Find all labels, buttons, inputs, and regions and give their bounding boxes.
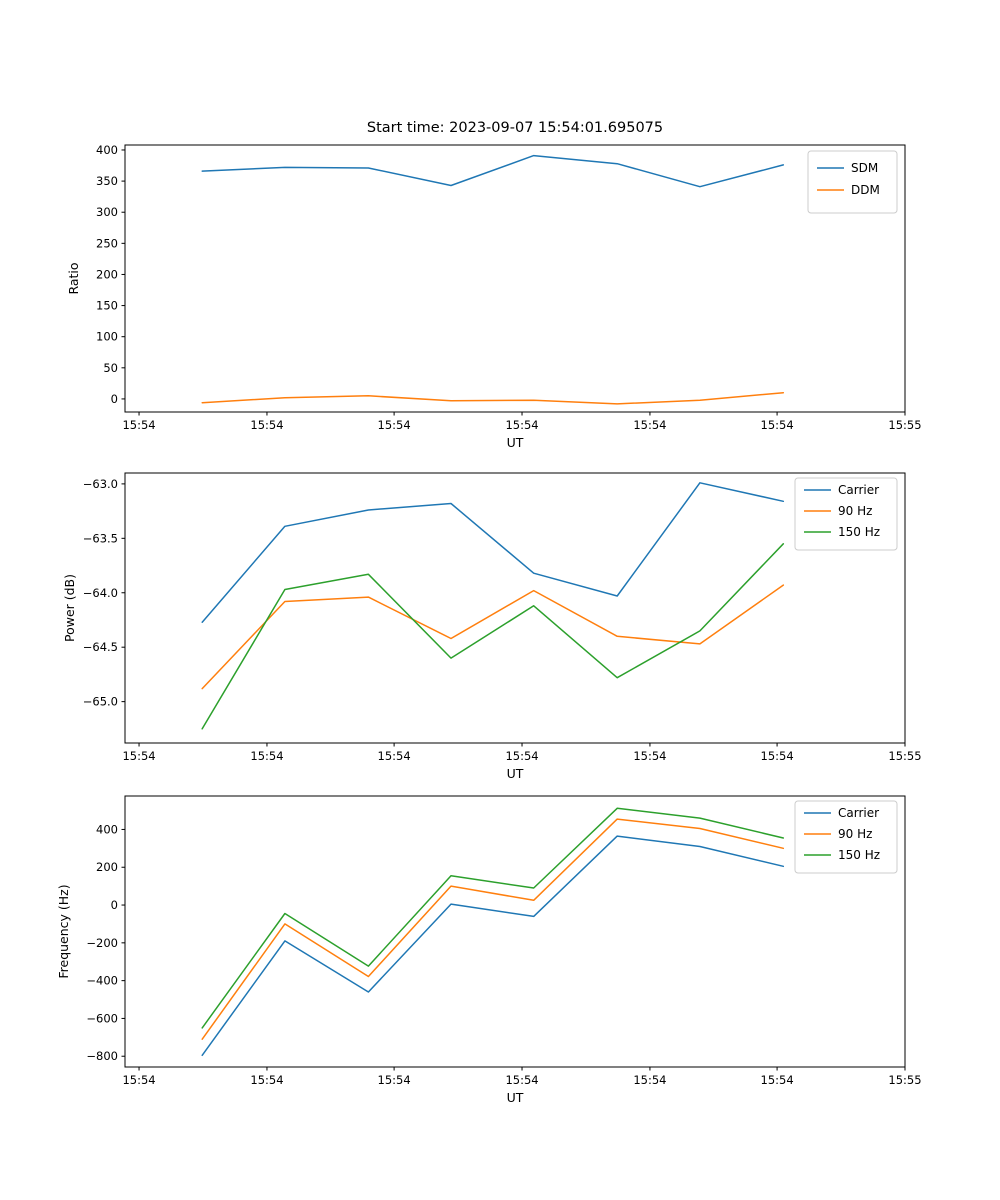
y-axis-label: Ratio xyxy=(66,262,81,294)
x-tick-label: 15:54 xyxy=(378,418,411,432)
y-tick-label: −65.0 xyxy=(83,695,118,709)
x-tick-label: 15:54 xyxy=(250,749,283,763)
y-tick-label: 400 xyxy=(96,143,118,157)
y-tick-label: 100 xyxy=(96,330,118,344)
y-tick-label: 0 xyxy=(111,898,118,912)
x-tick-label: 15:54 xyxy=(633,749,666,763)
subplot-3: 15:54 15:54 15:54 15:54 15:54 15:54 15:55 −800 −… xyxy=(56,795,922,1105)
y-tick-label: 250 xyxy=(96,236,118,250)
y-axis-label: Power (dB) xyxy=(62,574,77,642)
legend-entry: Carrier xyxy=(804,483,879,497)
legend-box xyxy=(807,150,898,214)
legend-entry: 150 Hz xyxy=(804,525,880,539)
y-tick-label: −200 xyxy=(86,936,118,950)
x-tick-label: 15:54 xyxy=(378,749,411,763)
x-tick-label: 15:54 xyxy=(122,749,155,763)
x-tick-label: 15:55 xyxy=(888,418,921,432)
figure-title: Start time: 2023-09-07 15:54:01.695075 xyxy=(366,120,664,136)
x-tick-label: 15:54 xyxy=(633,418,666,432)
legend-entry: 150 Hz xyxy=(804,848,880,862)
series-line-sdm xyxy=(201,154,785,188)
legend-label: 150 Hz xyxy=(838,848,880,862)
y-tick-label: 50 xyxy=(103,361,118,375)
subplot-1: 15:54 15:54 15:54 15:54 15:54 15:54 15:55 0 50 10… xyxy=(66,143,922,450)
y-tick-label: −63.5 xyxy=(83,531,118,545)
x-tick-label: 15:54 xyxy=(122,1073,155,1087)
legend-entry: 90 Hz xyxy=(804,504,872,518)
legend-label: DDM xyxy=(851,183,880,197)
legend-label: 90 Hz xyxy=(838,504,872,518)
y-tick-label: −64.5 xyxy=(83,640,118,654)
x-tick-label: 15:54 xyxy=(761,749,794,763)
y-axis-label: Frequency (Hz) xyxy=(56,884,71,978)
x-tick-label: 15:54 xyxy=(250,418,283,432)
plot-area xyxy=(124,472,906,744)
legend-label: SDM xyxy=(851,161,878,175)
x-tick-label: 15:54 xyxy=(378,1073,411,1087)
legend-label: Carrier xyxy=(838,806,879,820)
x-tick-label: 15:54 xyxy=(505,749,538,763)
x-tick-label: 15:54 xyxy=(633,1073,666,1087)
y-tick-label: 400 xyxy=(96,822,118,836)
legend-label: 90 Hz xyxy=(838,827,872,841)
subplot-2: 15:54 15:54 15:54 15:54 15:54 15:54 15:55 −65.0… xyxy=(62,472,922,781)
y-tick-label: −800 xyxy=(86,1049,118,1063)
legend-label: Carrier xyxy=(838,483,879,497)
series-line-carrier xyxy=(201,835,785,1057)
y-tick-label: 300 xyxy=(96,205,118,219)
series-line-150-hz xyxy=(201,807,785,1029)
legend: Carrier 90 Hz 150 Hz xyxy=(794,800,898,874)
y-tick-label: 200 xyxy=(96,267,118,281)
y-tick-label: 200 xyxy=(96,860,118,874)
legend-entry: Carrier xyxy=(804,806,879,820)
legend: Carrier 90 Hz 150 Hz xyxy=(794,477,898,551)
x-axis-label: UT xyxy=(507,435,524,450)
y-tick-label: 350 xyxy=(96,174,118,188)
series-line-90-hz xyxy=(201,818,785,1040)
plot-area xyxy=(124,795,906,1068)
series-line-90-hz xyxy=(201,584,785,690)
x-tick-label: 15:54 xyxy=(122,418,155,432)
series-line-carrier xyxy=(201,482,785,623)
series-line-150-hz xyxy=(201,543,785,730)
y-tick-label: −64.0 xyxy=(83,586,118,600)
y-tick-label: −63.0 xyxy=(83,477,118,491)
series-line-ddm xyxy=(201,391,785,405)
x-tick-label: 15:54 xyxy=(505,418,538,432)
y-tick-label: 0 xyxy=(111,392,118,406)
legend-entry: 90 Hz xyxy=(804,827,872,841)
x-tick-label: 15:54 xyxy=(761,418,794,432)
x-axis-label: UT xyxy=(507,766,524,781)
x-tick-label: 15:54 xyxy=(761,1073,794,1087)
y-tick-label: −400 xyxy=(86,974,118,988)
legend-entry: DDM xyxy=(817,183,880,197)
x-tick-label: 15:55 xyxy=(888,749,921,763)
x-tick-label: 15:55 xyxy=(888,1073,921,1087)
y-tick-label: −600 xyxy=(86,1011,118,1025)
legend: SDM DDM xyxy=(807,150,898,214)
plot-area xyxy=(124,144,906,413)
x-axis-label: UT xyxy=(507,1090,524,1105)
legend-entry: SDM xyxy=(817,161,878,175)
x-tick-label: 15:54 xyxy=(505,1073,538,1087)
y-tick-label: 150 xyxy=(96,299,118,313)
legend-label: 150 Hz xyxy=(838,525,880,539)
x-tick-label: 15:54 xyxy=(250,1073,283,1087)
